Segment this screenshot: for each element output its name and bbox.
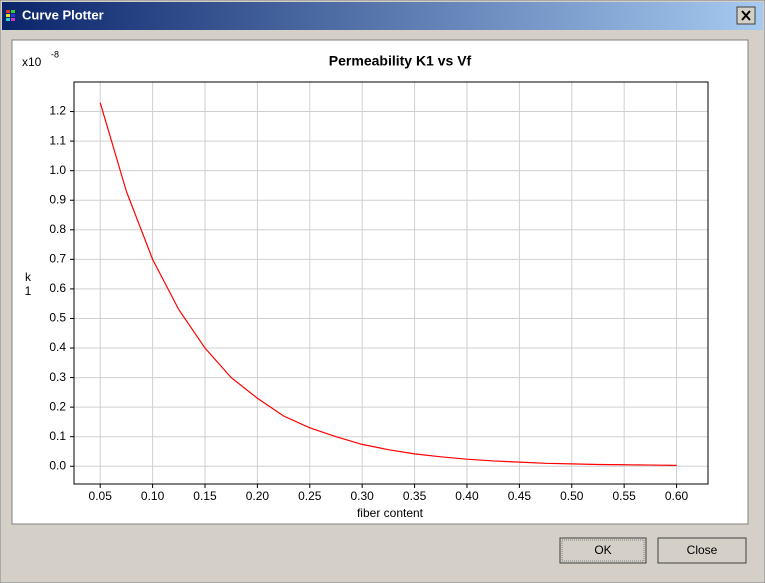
close-button[interactable]: Close	[657, 537, 747, 564]
x-tick-label: 0.10	[141, 489, 165, 503]
x-tick-label: 0.25	[298, 489, 322, 503]
y-scale-label: x10	[22, 55, 42, 69]
app-icon	[6, 10, 15, 21]
y-tick-label: 0.4	[49, 340, 66, 354]
x-tick-label: 0.60	[665, 489, 689, 503]
y-axis-label-subscript: 1	[25, 284, 32, 298]
x-tick-label: 0.55	[612, 489, 636, 503]
y-tick-label: 1.0	[49, 163, 66, 177]
chart: Permeability K1 vs Vf x10 -8 k 1 fiber c…	[22, 49, 709, 520]
y-tick-label: 0.1	[49, 429, 66, 443]
title-bar	[2, 2, 763, 30]
window-title: Curve Plotter	[22, 7, 104, 22]
x-tick-label: 0.40	[455, 489, 479, 503]
close-button-label: Close	[687, 543, 718, 557]
ok-button-label: OK	[594, 543, 611, 557]
ok-button[interactable]: OK	[559, 537, 647, 564]
curve	[99, 102, 677, 466]
x-tick-label: 0.35	[403, 489, 427, 503]
y-tick-label: 0.7	[49, 252, 66, 266]
x-tick-label: 0.05	[89, 489, 113, 503]
y-tick-label: 0.8	[49, 222, 66, 236]
y-tick-label: 1.2	[49, 104, 66, 118]
plot-area-border	[73, 81, 709, 485]
x-tick-label: 0.30	[351, 489, 375, 503]
y-tick-label: 0.5	[49, 311, 66, 325]
chart-title: Permeability K1 vs Vf	[329, 53, 472, 69]
y-tick-label: 0.2	[49, 399, 66, 413]
x-tick-label: 0.15	[193, 489, 217, 503]
y-tick-label: 0.9	[49, 192, 66, 206]
x-tick-label: 0.45	[508, 489, 532, 503]
y-scale-exponent: -8	[51, 49, 59, 59]
chart-panel	[11, 39, 749, 525]
y-tick-label: 0.0	[49, 458, 66, 472]
x-tick-label: 0.20	[246, 489, 270, 503]
y-tick-label: 0.3	[49, 370, 66, 384]
x-tick-label: 0.50	[560, 489, 584, 503]
x-axis-label: fiber content	[357, 506, 424, 520]
y-tick-label: 0.6	[49, 281, 66, 295]
y-tick-label: 1.1	[49, 133, 66, 147]
close-window-button[interactable]	[736, 6, 756, 25]
y-axis-label: k	[25, 270, 32, 284]
